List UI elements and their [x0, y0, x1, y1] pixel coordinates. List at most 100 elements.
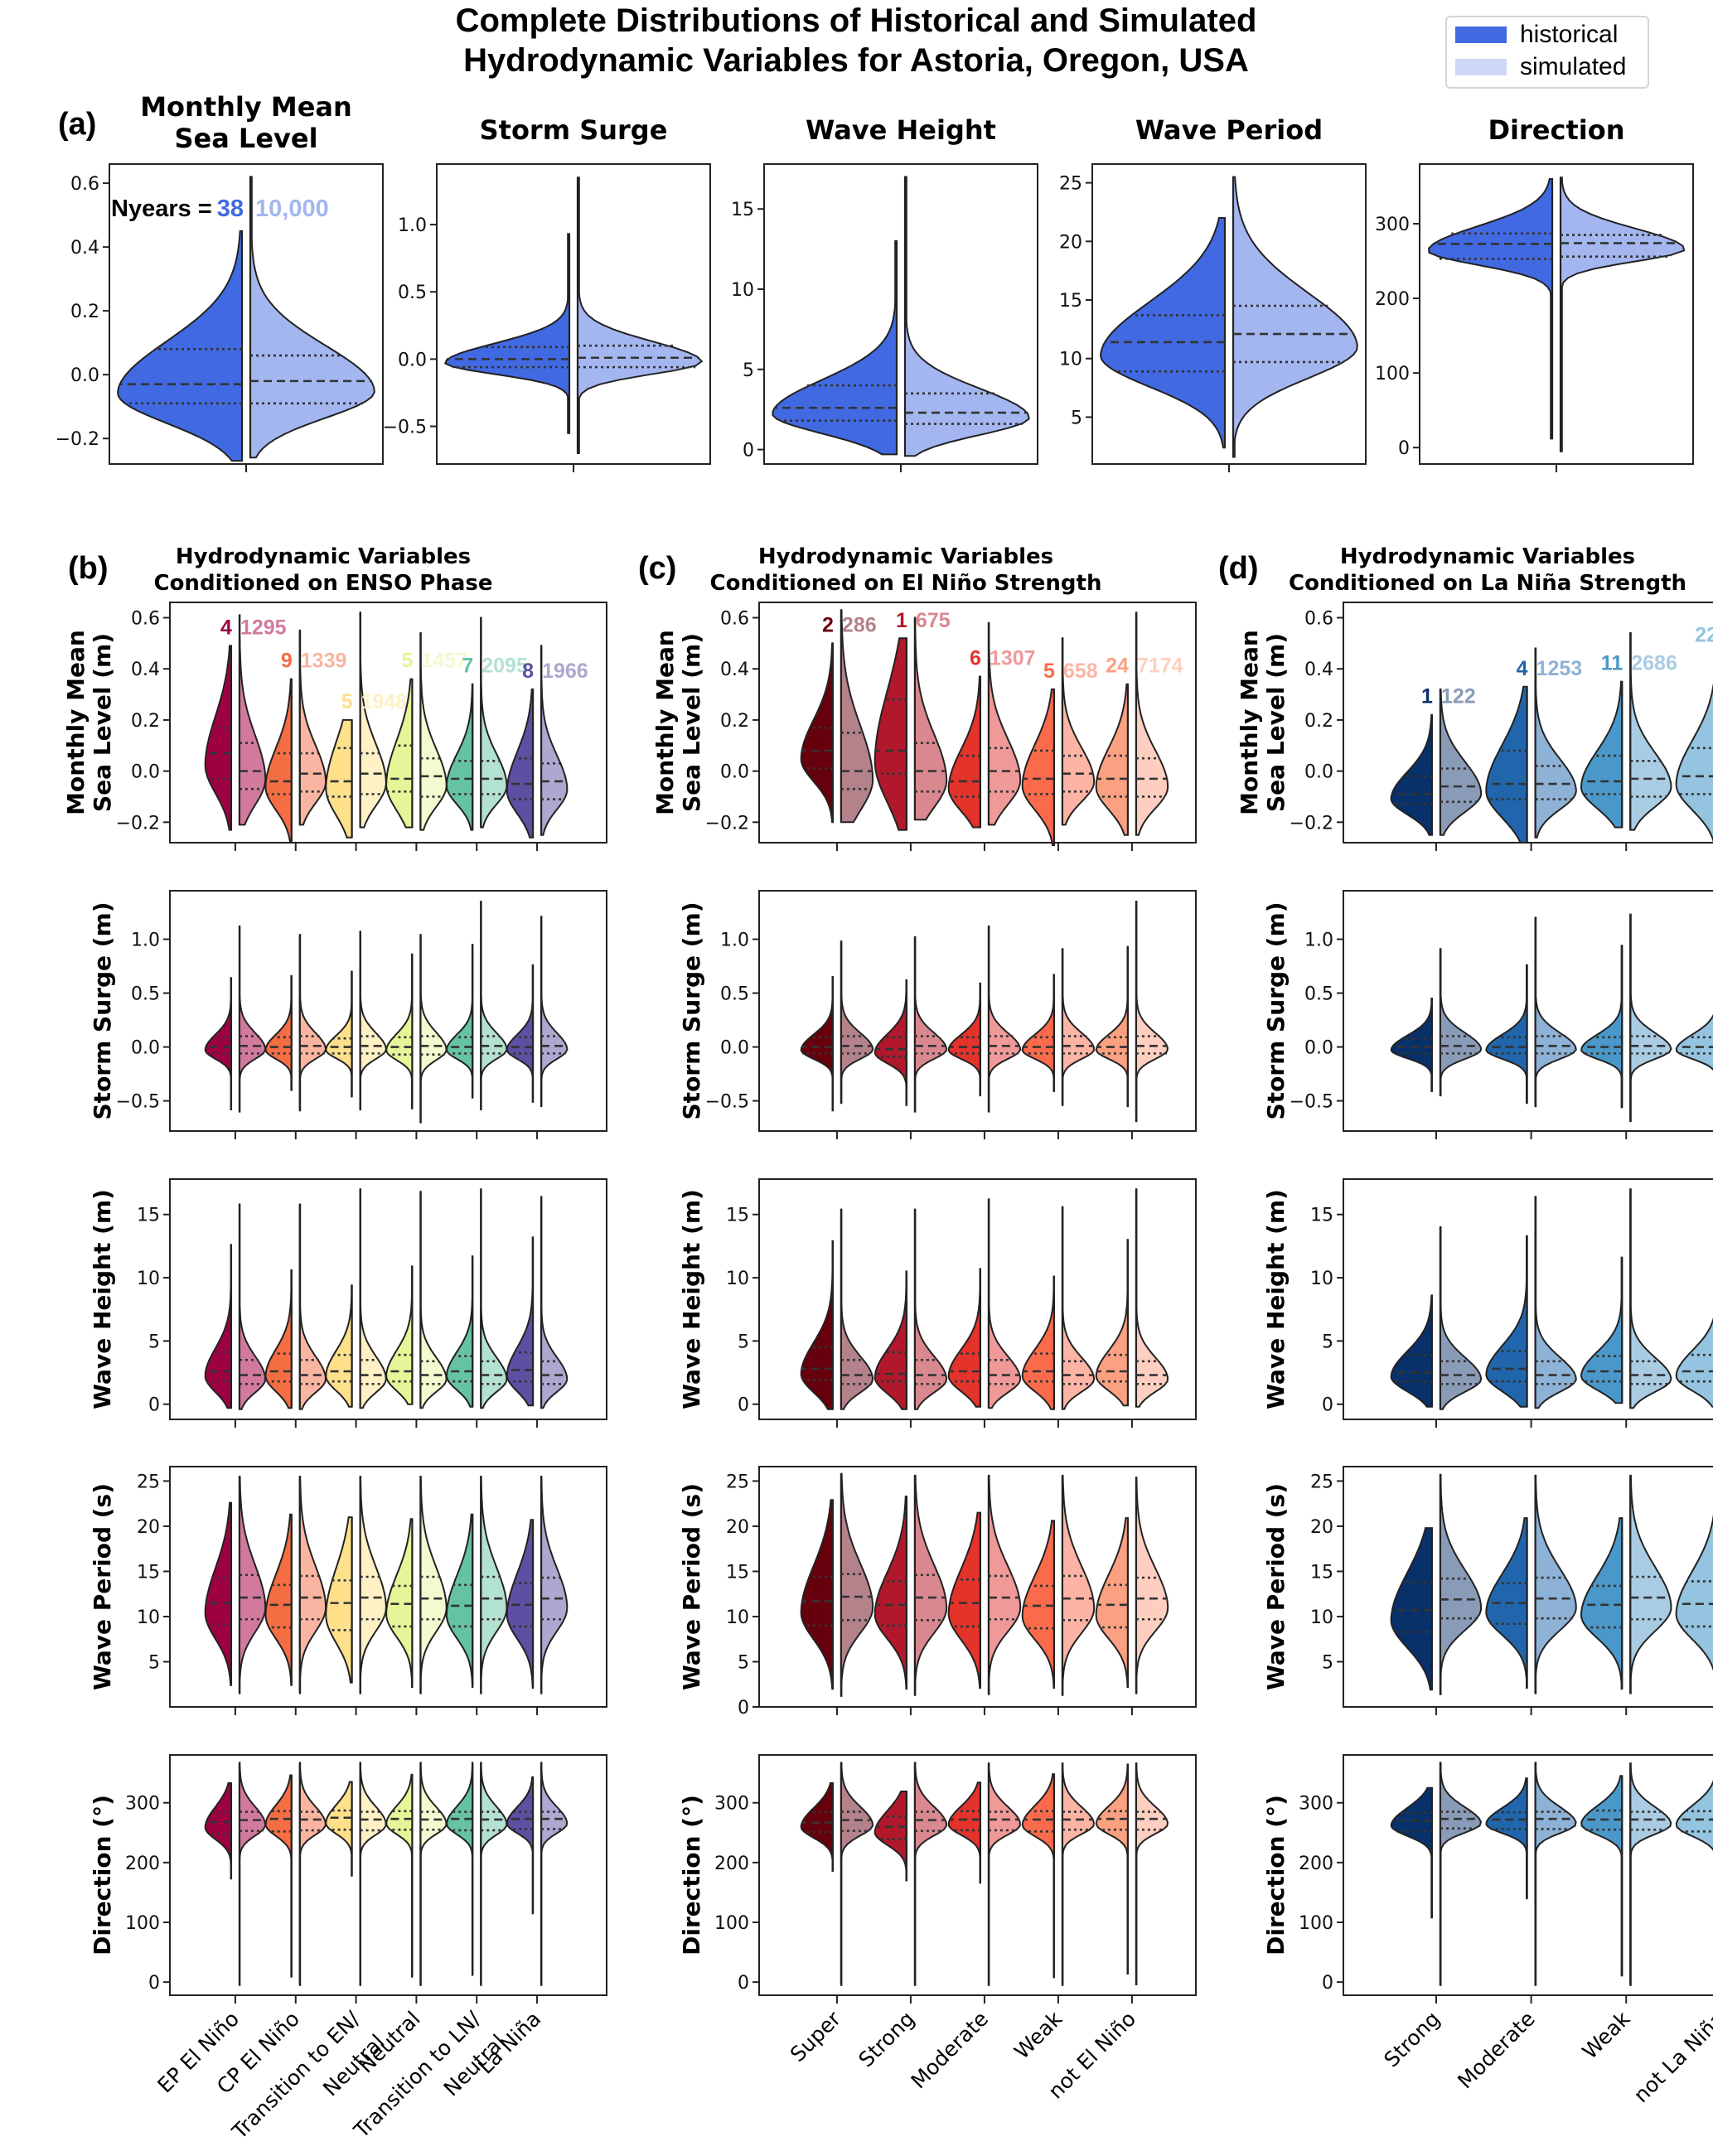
- y-tick-label: 100: [1375, 364, 1410, 384]
- panel-b-row-3: 5 10 15 20 25 Wave Period (s): [89, 1466, 607, 1715]
- simulated-1-violin-half: [298, 1203, 327, 1410]
- y-tick-label: 15: [1059, 291, 1082, 312]
- axes-frame: [758, 1466, 1197, 1708]
- simulated-3-violin-half: [419, 1762, 448, 1986]
- historical-violin-half: [772, 239, 898, 456]
- nyears-label: Nyears =: [111, 196, 212, 222]
- axes-frame: [169, 602, 607, 844]
- y-tick-label: 5: [743, 360, 754, 381]
- n-simulated-label: 1253: [1536, 657, 1583, 680]
- simulated-2-violin-half: [987, 1474, 1022, 1695]
- x-category-label: Moderate: [907, 2007, 994, 2094]
- simulated-2-violin-half: [1629, 1474, 1672, 1694]
- simulated-3-violin-half: [1061, 1762, 1095, 1986]
- simulated-violin-half: [577, 176, 704, 454]
- simulated-1-violin-half: [913, 1208, 948, 1410]
- historical-0-violin-half: [1390, 998, 1433, 1092]
- historical-2-violin-half: [947, 982, 981, 1097]
- historical-1-violin-half: [264, 1269, 293, 1409]
- historical-3-violin-half: [1021, 1275, 1055, 1410]
- y-tick-label: 5: [738, 1332, 749, 1352]
- column-title-b-line2: Conditioned on ENSO Phase: [153, 571, 492, 596]
- panel-d-row-3: 5 10 15 20 25 Wave Period (s): [1262, 1466, 1713, 1715]
- simulated-5-violin-half: [540, 1196, 569, 1409]
- simulated-0-violin-half: [1439, 948, 1483, 1097]
- x-category-label: Super: [786, 2006, 846, 2067]
- simulated-0-violin-half: [238, 1476, 267, 1694]
- n-simulated-label: 675: [916, 609, 951, 632]
- historical-1-violin-half: [264, 974, 293, 1091]
- y-tick-label: 10: [1310, 1607, 1333, 1628]
- y-tick-label: 15: [726, 1562, 749, 1583]
- y-tick-label: 100: [1299, 1913, 1333, 1934]
- y-tick-label: 1.0: [1304, 931, 1333, 951]
- y-axis-label: Direction (°): [678, 1795, 705, 1955]
- y-tick-label: 0: [1398, 438, 1410, 459]
- historical-3-violin-half: [1675, 1013, 1713, 1071]
- historical-0-violin-half: [800, 1781, 834, 1872]
- historical-0-violin-half: [1390, 1786, 1433, 1919]
- historical-1-violin-half: [873, 1496, 907, 1690]
- historical-3-violin-half: [1021, 1520, 1055, 1690]
- figure-title-line1: Complete Distributions of Historical and…: [456, 2, 1257, 39]
- historical-2-violin-half: [1580, 1517, 1623, 1690]
- simulated-4-violin-half: [1135, 1762, 1169, 1985]
- historical-1-violin-half: [264, 1774, 293, 1978]
- y-tick-label: 200: [125, 1854, 160, 1874]
- panel-c-row-4: 0 100 200 300 Direction (°) Super StrongModera…: [678, 1754, 1197, 2104]
- n-simulated-label: 1966: [542, 660, 588, 683]
- y-tick-label: 0: [738, 1698, 749, 1719]
- y-tick-label: 0.5: [720, 984, 749, 1005]
- simulated-2-violin-half: [359, 1476, 387, 1694]
- y-tick-label: 100: [714, 1913, 749, 1934]
- y-tick-label: 200: [1375, 289, 1410, 310]
- nyears-annotation: Nyears = 38 10,000: [111, 196, 329, 222]
- y-tick-label: 0: [738, 1973, 749, 1994]
- simulated-4-violin-half: [480, 616, 508, 829]
- x-category-label: Moderate: [1453, 2007, 1540, 2094]
- simulated-0-violin-half: [840, 1208, 874, 1410]
- legend-label-simulated: simulated: [1520, 53, 1626, 80]
- n-historical-label: 22: [1695, 624, 1713, 647]
- y-tick-label: 200: [1299, 1854, 1333, 1874]
- y-axis-label: Wave Height (m): [678, 1189, 705, 1409]
- y-tick-label: 10: [137, 1607, 160, 1628]
- nyears-simulated: 10,000: [255, 196, 329, 222]
- historical-5-violin-half: [506, 688, 535, 839]
- y-tick-label: 0.0: [398, 350, 427, 370]
- simulated-0-violin-half: [1439, 688, 1483, 836]
- panel-label-d: (d): [1218, 551, 1259, 586]
- y-tick-label: 0.4: [720, 660, 749, 680]
- simulated-violin-half: [249, 176, 375, 459]
- historical-1-violin-half: [264, 1513, 293, 1686]
- historical-violin-half: [1099, 217, 1226, 449]
- historical-3-violin-half: [385, 1518, 414, 1688]
- n-historical-label: 1: [1421, 685, 1433, 708]
- simulated-1-violin-half: [1534, 1762, 1577, 1986]
- axes-frame: [758, 602, 1197, 844]
- historical-1-violin-half: [264, 678, 293, 844]
- simulated-2-violin-half: [987, 1762, 1021, 1986]
- historical-4-violin-half: [1095, 1763, 1129, 1975]
- figure-title-line2: Hydrodynamic Variables for Astoria, Oreg…: [463, 42, 1249, 79]
- historical-violin-half: [444, 233, 570, 434]
- panel-a-axes-2: 0 5 10 15 Wave Height: [731, 114, 1038, 472]
- simulated-4-violin-half: [1135, 1477, 1169, 1694]
- x-category-label: Strong: [1379, 2007, 1444, 2072]
- panel-a-axes-1: −0.5 0.0 0.5 1.0 Storm Surge: [383, 114, 711, 472]
- panel-a-axes-3: 5 10 15 20 25 Wave Period: [1059, 114, 1367, 472]
- historical-3-violin-half: [1675, 683, 1713, 843]
- panel-a-title: Sea Level: [174, 123, 317, 154]
- historical-0-violin-half: [204, 1244, 232, 1409]
- panel-d-row-0: −0.2 0.0 0.2 0.4 0.6 Monthly Mean Sea Level (m…: [1236, 602, 1713, 851]
- y-tick-label: −0.2: [56, 429, 99, 450]
- historical-0-violin-half: [204, 645, 232, 831]
- n-simulated-label: 122: [1441, 685, 1476, 708]
- y-tick-label: 15: [1310, 1206, 1333, 1226]
- historical-3-violin-half: [385, 953, 414, 1109]
- n-historical-label: 1: [896, 609, 907, 632]
- simulated-4-violin-half: [480, 1762, 508, 1986]
- historical-3-violin-half: [1021, 974, 1055, 1092]
